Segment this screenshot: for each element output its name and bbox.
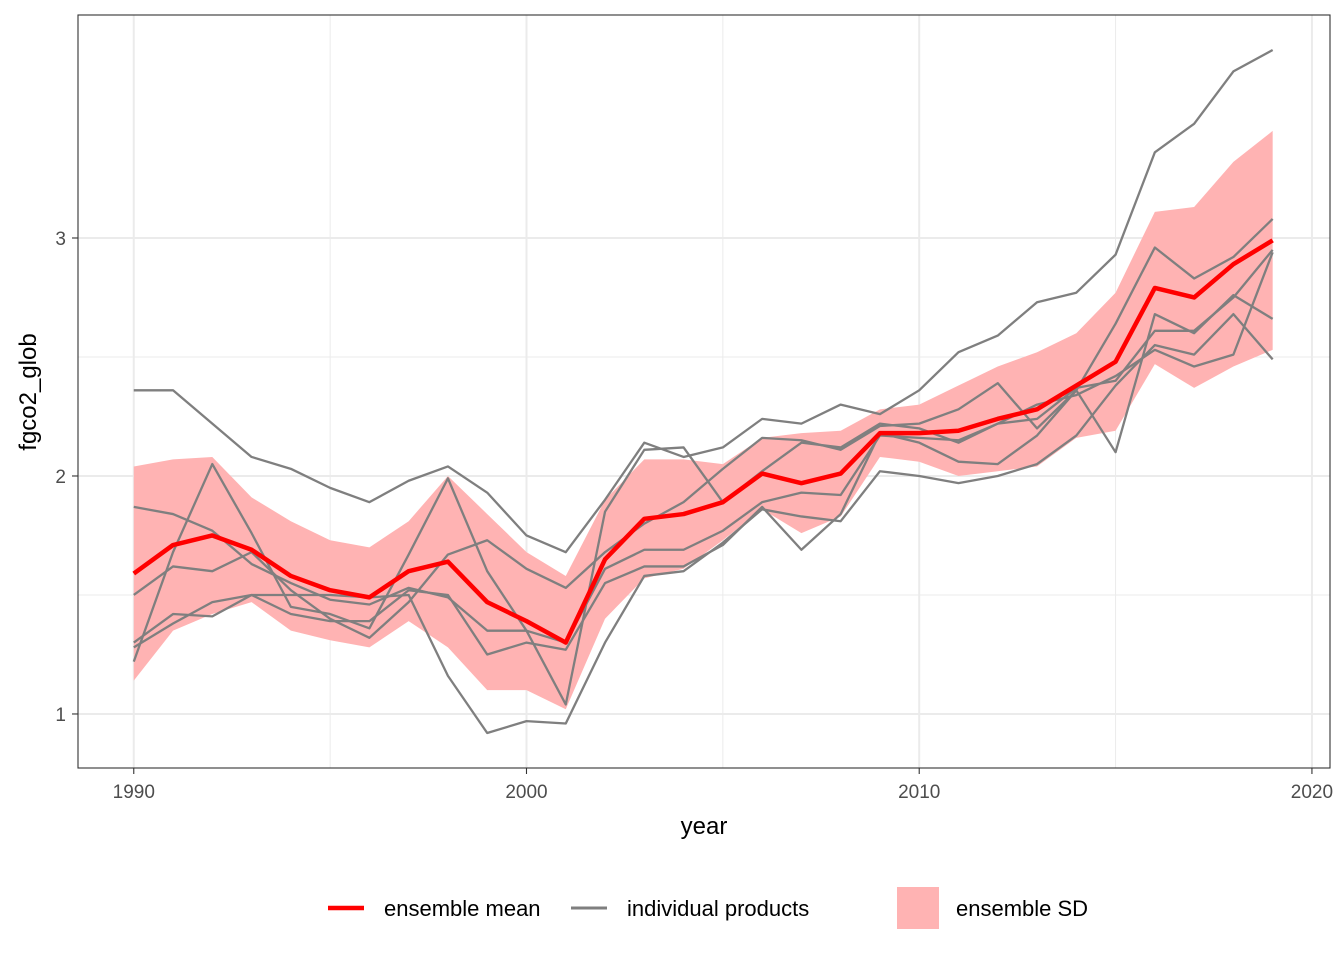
sd-band-area (133, 130, 1273, 710)
x-axis-label: year (681, 813, 728, 840)
ensemble-mean-line (132, 238, 1274, 645)
grid (78, 15, 1330, 768)
legend-sd-key (897, 887, 939, 929)
x-tick-label: 2010 (898, 782, 940, 803)
y-tick-label: 2 (55, 467, 66, 488)
y-tick-label: 1 (55, 705, 66, 726)
product-line (133, 293, 1274, 656)
legend: ensemble mean individual products ensemb… (328, 887, 1088, 929)
individual-products (132, 48, 1274, 735)
legend-products-label: individual products (627, 896, 809, 921)
y-tick-label: 3 (55, 229, 66, 250)
ticks: 1990 2000 2010 2020 1 2 3 (55, 229, 1333, 803)
x-tick-label: 1990 (113, 782, 155, 803)
ensemble-mean (132, 238, 1274, 645)
x-tick-label: 2020 (1291, 782, 1333, 803)
legend-sd-label: ensemble SD (956, 896, 1088, 921)
panel-border (77, 14, 1331, 769)
product-line (133, 249, 1274, 644)
x-tick-label: 2000 (505, 782, 547, 803)
product-line (133, 48, 1274, 554)
y-axis-label: fgco2_glob (15, 333, 42, 450)
sd-band (133, 130, 1273, 710)
legend-mean-label: ensemble mean (384, 896, 541, 921)
